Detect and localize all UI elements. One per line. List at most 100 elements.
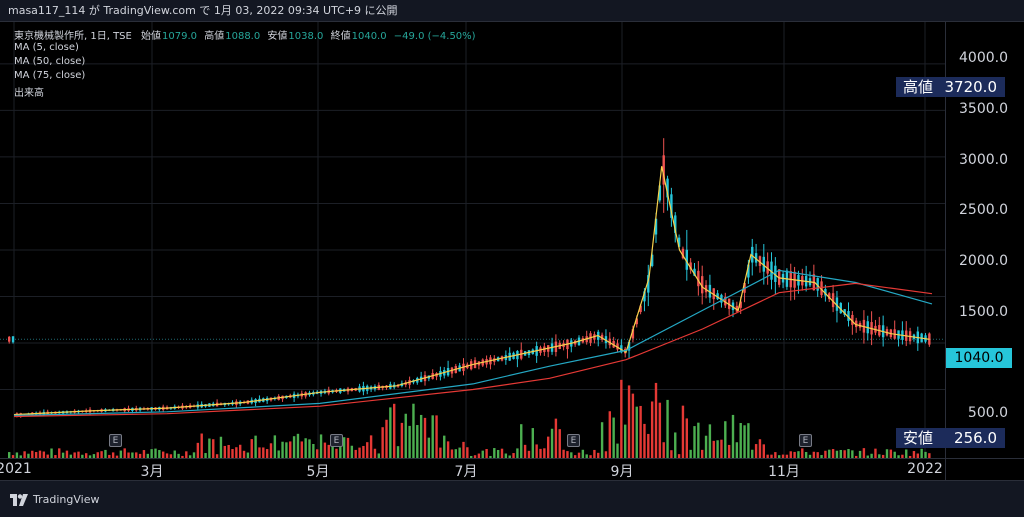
volume-bar (123, 448, 126, 458)
volume-bar (697, 422, 700, 458)
price-tick: 4000.0 (959, 50, 1008, 66)
volume-bar (743, 425, 746, 458)
volume-bar (916, 453, 919, 458)
volume-bar (58, 448, 61, 458)
volume-bar (793, 451, 796, 458)
time-axis[interactable]: 2021 3月 5月 7月 9月 11月 2022 (0, 458, 945, 480)
time-tick: 7月 (454, 464, 478, 480)
earnings-marker[interactable]: E (330, 434, 343, 447)
volume-bar (650, 401, 654, 458)
ohlc-close-label: 終値 (330, 31, 351, 42)
volume-bar (200, 433, 203, 458)
volume-bar (593, 449, 596, 458)
symbol-title[interactable]: 東京機械製作所, 1日, TSE (14, 31, 132, 42)
low-price-tag: 安値 256.0 (896, 428, 1005, 448)
price-tick: 1500.0 (959, 304, 1008, 320)
tradingview-logo[interactable]: TradingView (10, 493, 99, 506)
volume-bar (362, 445, 365, 458)
footer-bar: TradingView (0, 480, 1024, 517)
legend-ma50[interactable]: MA (50, close) (14, 56, 86, 67)
volume-bar (162, 451, 165, 458)
volume-bar (319, 434, 323, 458)
volume-bar (577, 452, 581, 458)
volume-bar (858, 450, 862, 458)
volume-bar (801, 448, 804, 458)
volume-bar (327, 444, 330, 458)
volume-bar (292, 436, 296, 458)
volume-bar (677, 454, 681, 458)
volume-bar (77, 451, 80, 458)
volume-bar (670, 450, 673, 458)
legend-volume[interactable]: 出来高 (14, 88, 44, 99)
volume-bar (905, 449, 908, 458)
legend-ma75[interactable]: MA (75, close) (14, 70, 86, 81)
volume-bar (631, 393, 635, 458)
volume-bar (704, 435, 708, 458)
volume-bar (34, 452, 38, 458)
candle-body (639, 305, 642, 313)
earnings-marker[interactable]: E (109, 434, 122, 447)
volume-bar (81, 454, 84, 458)
volume-bar (450, 449, 454, 458)
time-tick: 5月 (306, 464, 330, 480)
low-tag-value: 256.0 (954, 429, 997, 447)
volume-bar (639, 405, 642, 458)
volume-bar (643, 423, 646, 458)
volume-bar (627, 385, 631, 458)
volume-bar (73, 452, 76, 458)
volume-bar (466, 447, 469, 458)
volume-bar (620, 379, 623, 458)
candle-body (620, 345, 623, 353)
earnings-marker[interactable]: E (799, 434, 812, 447)
volume-bar (581, 449, 585, 458)
price-tick: 500.0 (967, 405, 1008, 421)
volume-bar (766, 454, 769, 458)
volume-bar (15, 452, 19, 458)
earnings-marker[interactable]: E (567, 434, 580, 447)
ohlc-open-label: 始値 (141, 31, 162, 42)
volume-bar (154, 448, 157, 458)
volume-bar (531, 428, 534, 458)
volume-bar (851, 450, 854, 458)
candle-body (704, 285, 708, 293)
price-chart[interactable] (0, 22, 945, 458)
volume-bar (46, 454, 49, 458)
candle-body (751, 246, 754, 263)
volume-bar (400, 422, 404, 458)
volume-bar (739, 423, 742, 458)
candle-body (831, 293, 835, 308)
volume-bar (88, 455, 92, 458)
volume-bar (439, 447, 442, 458)
candle-body (685, 249, 688, 270)
volume-bar (874, 448, 877, 458)
volume-bar (127, 452, 130, 458)
candle-body (11, 336, 15, 343)
candle-body (8, 336, 11, 342)
volume-bar (924, 451, 927, 458)
chart-pane[interactable]: 東京機械製作所, 1日, TSE 始値1079.0 高値1088.0 安値103… (0, 22, 945, 458)
volume-bar (824, 450, 827, 458)
volume-bar (427, 437, 431, 458)
candle-body (662, 155, 665, 185)
volume-bar (339, 446, 342, 458)
candle-body (778, 269, 781, 285)
volume-bar (308, 439, 311, 458)
candle-body (712, 288, 715, 300)
candle-body (658, 185, 662, 201)
candle-body (689, 262, 692, 270)
volume-bar (570, 452, 573, 458)
volume-bar (404, 413, 407, 458)
volume-bar (774, 452, 777, 458)
volume-bar (354, 449, 357, 458)
volume-bar (893, 451, 896, 458)
legend-ma5[interactable]: MA (5, close) (14, 42, 79, 53)
volume-bar (889, 449, 893, 458)
ohlc-low-value: 1038.0 (288, 31, 324, 42)
volume-bar (285, 442, 288, 458)
time-tick: 9月 (610, 464, 634, 480)
volume-bar (458, 447, 461, 458)
candle-body (647, 275, 650, 293)
candle-body (604, 336, 608, 344)
volume-bar (712, 440, 715, 458)
volume-bar (104, 449, 107, 458)
